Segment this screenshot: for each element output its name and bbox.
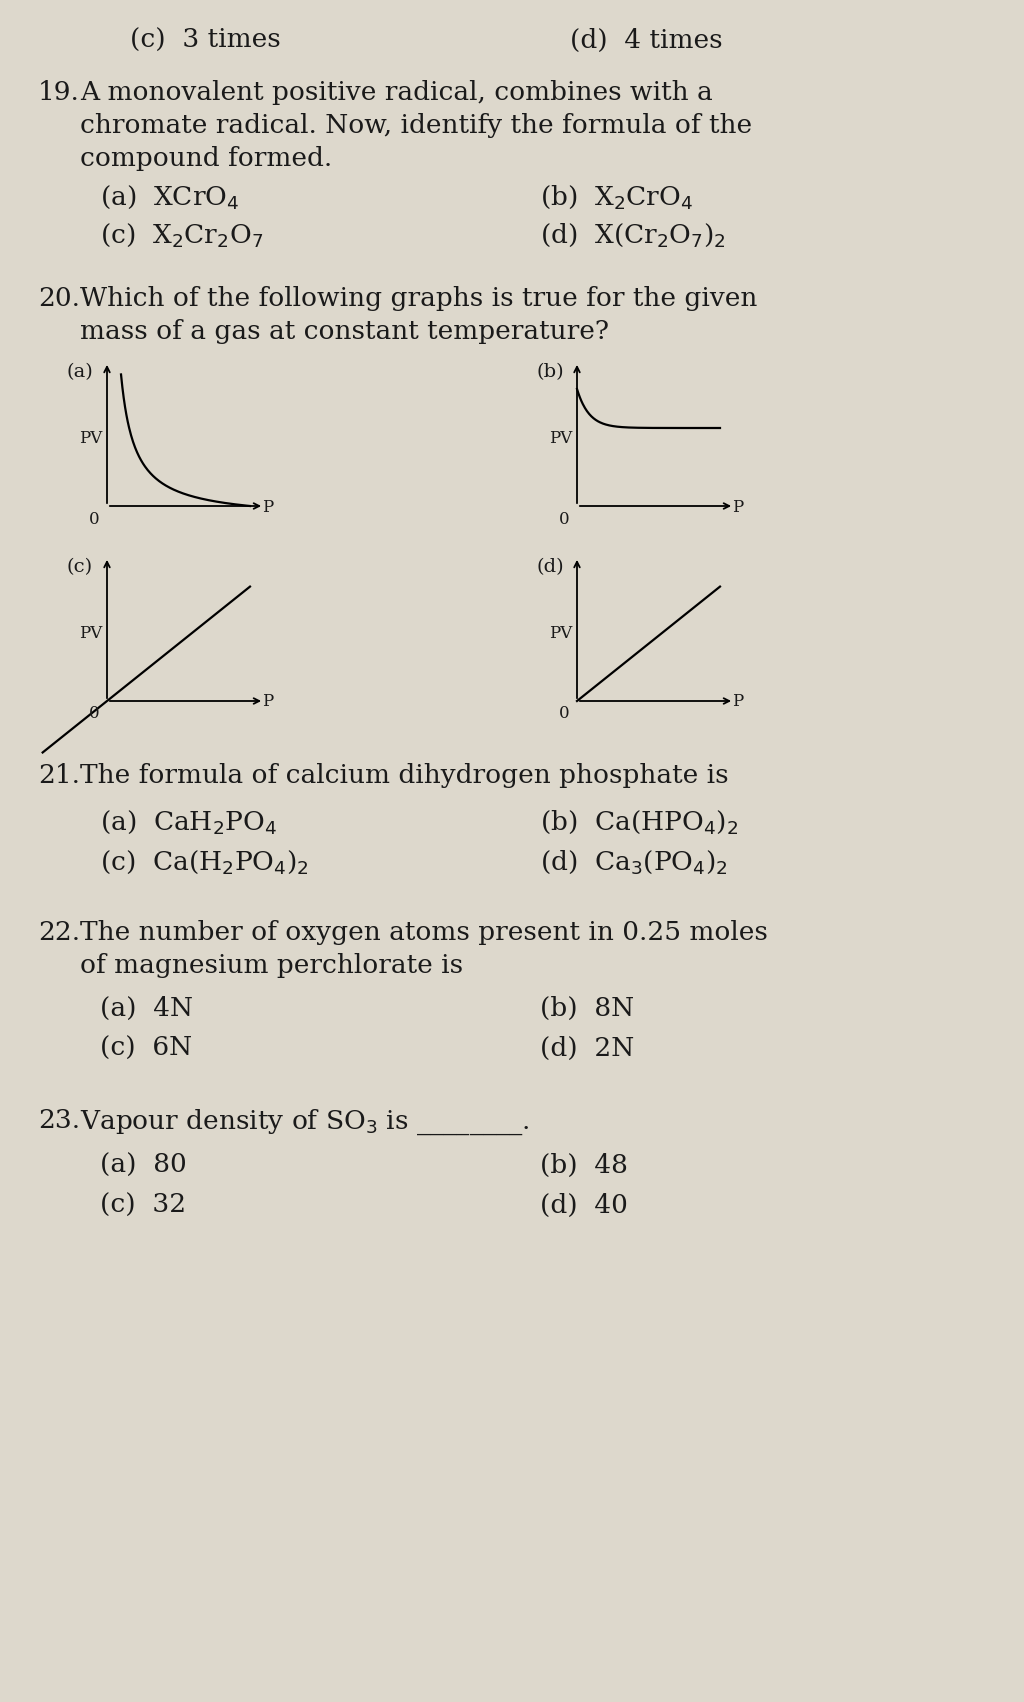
Text: P: P xyxy=(262,499,273,516)
Text: P: P xyxy=(732,499,743,516)
Text: PV: PV xyxy=(79,431,102,448)
Text: (a)  80: (a) 80 xyxy=(100,1152,186,1178)
Text: PV: PV xyxy=(549,431,572,448)
Text: (d)  Ca$_3$(PO$_4$)$_2$: (d) Ca$_3$(PO$_4$)$_2$ xyxy=(540,848,728,877)
Text: mass of a gas at constant temperature?: mass of a gas at constant temperature? xyxy=(80,318,609,344)
Text: Vapour density of SO$_3$ is ________.: Vapour density of SO$_3$ is ________. xyxy=(80,1108,529,1137)
Text: (d)  2N: (d) 2N xyxy=(540,1037,634,1060)
Text: (c): (c) xyxy=(67,558,93,575)
Text: (a)  CaH$_2$PO$_4$: (a) CaH$_2$PO$_4$ xyxy=(100,808,278,836)
Text: 23.: 23. xyxy=(38,1108,80,1134)
Text: (d)  X(Cr$_2$O$_7$)$_2$: (d) X(Cr$_2$O$_7$)$_2$ xyxy=(540,221,726,248)
Text: (a): (a) xyxy=(67,363,94,381)
Text: (d)  4 times: (d) 4 times xyxy=(570,27,723,53)
Text: 21.: 21. xyxy=(38,762,80,788)
Text: chromate radical. Now, identify the formula of the: chromate radical. Now, identify the form… xyxy=(80,112,752,138)
Text: (b)  48: (b) 48 xyxy=(540,1152,628,1178)
Text: (c)  X$_2$Cr$_2$O$_7$: (c) X$_2$Cr$_2$O$_7$ xyxy=(100,221,263,248)
Text: (c)  Ca(H$_2$PO$_4$)$_2$: (c) Ca(H$_2$PO$_4$)$_2$ xyxy=(100,848,309,877)
Text: (a)  4N: (a) 4N xyxy=(100,996,193,1021)
Text: compound formed.: compound formed. xyxy=(80,146,332,170)
Text: of magnesium perchlorate is: of magnesium perchlorate is xyxy=(80,953,463,979)
Text: (b): (b) xyxy=(537,363,564,381)
Text: (c)  32: (c) 32 xyxy=(100,1193,186,1219)
Text: Which of the following graphs is true for the given: Which of the following graphs is true fo… xyxy=(80,286,758,311)
Text: (d)  40: (d) 40 xyxy=(540,1193,628,1219)
Text: (d): (d) xyxy=(537,558,564,575)
Text: (b)  8N: (b) 8N xyxy=(540,996,634,1021)
Text: (c)  6N: (c) 6N xyxy=(100,1037,193,1060)
Text: 0: 0 xyxy=(559,511,569,528)
Text: (c)  3 times: (c) 3 times xyxy=(130,27,281,53)
Text: P: P xyxy=(262,693,273,710)
Text: 19.: 19. xyxy=(38,80,80,106)
Text: 22.: 22. xyxy=(38,921,80,945)
Text: 0: 0 xyxy=(89,511,99,528)
Text: PV: PV xyxy=(79,625,102,642)
Text: PV: PV xyxy=(549,625,572,642)
Text: (b)  Ca(HPO$_4$)$_2$: (b) Ca(HPO$_4$)$_2$ xyxy=(540,808,738,836)
Text: (a)  XCrO$_4$: (a) XCrO$_4$ xyxy=(100,184,240,211)
Text: The number of oxygen atoms present in 0.25 moles: The number of oxygen atoms present in 0.… xyxy=(80,921,768,945)
Text: P: P xyxy=(732,693,743,710)
Text: 20.: 20. xyxy=(38,286,80,311)
Text: The formula of calcium dihydrogen phosphate is: The formula of calcium dihydrogen phosph… xyxy=(80,762,729,788)
Text: (b)  X$_2$CrO$_4$: (b) X$_2$CrO$_4$ xyxy=(540,184,693,211)
Text: A monovalent positive radical, combines with a: A monovalent positive radical, combines … xyxy=(80,80,713,106)
Text: 0: 0 xyxy=(89,706,99,723)
Text: 0: 0 xyxy=(559,706,569,723)
